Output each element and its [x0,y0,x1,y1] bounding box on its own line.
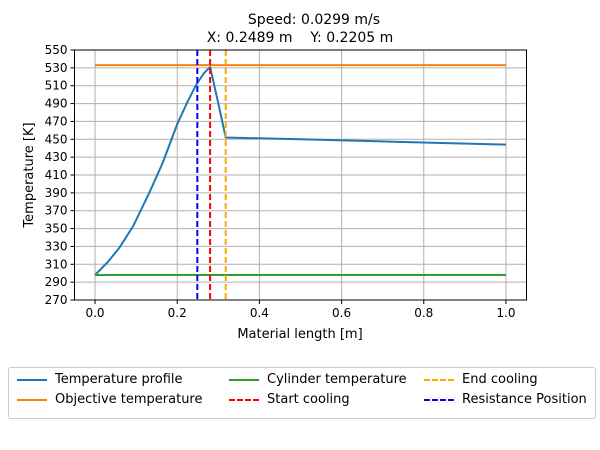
y-tick-label: 370 [45,204,68,218]
legend-swatch [229,378,259,381]
chart-svg: Speed: 0.0299 m/s X: 0.2489 m Y: 0.2205 … [22,12,527,342]
y-tick-label: 510 [45,79,68,93]
y-tick-label: 390 [45,186,68,200]
y-tick-label: 530 [45,61,68,75]
y-tick-label: 450 [45,132,68,146]
legend: Temperature profile Objective temperature… [8,367,596,419]
legend-swatch [17,398,47,401]
legend-swatch [17,378,47,381]
x-tick-label: 0.2 [168,306,187,320]
legend-item-resistance-position: Resistance Position [424,392,587,407]
series-temperature-profile [94,64,506,276]
x-axis-label: Material length [m] [237,327,362,342]
legend-item-end-cooling: End cooling [424,372,538,387]
legend-item-temperature-profile: Temperature profile [17,372,183,387]
y-tick-label: 310 [45,257,68,271]
x-tick-label: 0.6 [332,306,351,320]
chart-title-line1: Speed: 0.0299 m/s [248,12,380,28]
chart-title-line2: X: 0.2489 m Y: 0.2205 m [207,30,394,46]
legend-item-objective-temperature: Objective temperature [17,392,203,407]
y-tick-label: 290 [45,275,68,289]
legend-item-cylinder-temperature: Cylinder temperature [229,372,407,387]
x-tick-label: 0.8 [414,306,433,320]
legend-label: Resistance Position [462,392,587,407]
y-tick-label: 550 [45,43,68,57]
x-tick-label: 0.4 [250,306,269,320]
legend-swatch [229,398,259,401]
legend-label: Cylinder temperature [267,372,407,387]
legend-label: Temperature profile [55,372,183,387]
y-axis-label: Temperature [K] [22,122,37,228]
y-tick-label: 350 [45,222,68,236]
x-tick-label: 0.0 [85,306,104,320]
legend-swatch [424,378,454,381]
y-tick-label: 430 [45,150,68,164]
legend-label: Start cooling [267,392,350,407]
legend-item-start-cooling: Start cooling [229,392,350,407]
legend-label: Objective temperature [55,392,203,407]
y-tick-label: 470 [45,114,68,128]
x-tick-label: 1.0 [496,306,515,320]
legend-label: End cooling [462,372,538,387]
y-tick-label: 490 [45,97,68,111]
legend-swatch [424,398,454,401]
y-tick-label: 270 [45,293,68,307]
y-tick-label: 330 [45,239,68,253]
y-tick-label: 410 [45,168,68,182]
